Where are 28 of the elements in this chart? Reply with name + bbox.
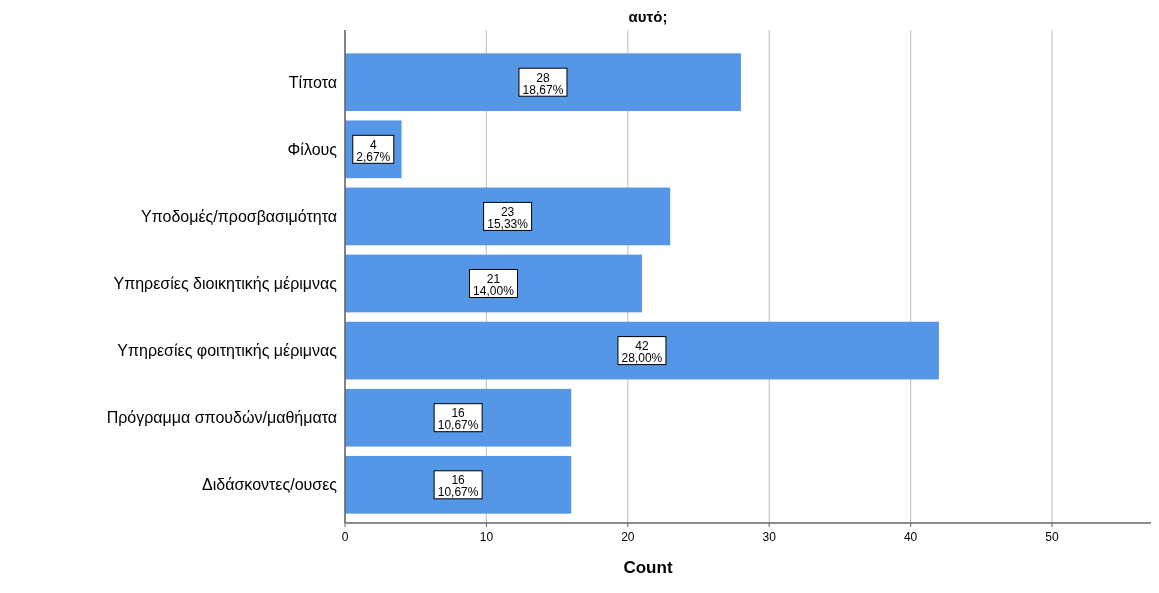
bar — [345, 321, 939, 380]
y-tick-label: Πρόγραμμα σπουδών/μαθήματα — [106, 409, 337, 427]
data-label: 4 2,67% — [356, 137, 391, 164]
x-tick-label: 50 — [1045, 530, 1060, 544]
data-label: 16 10,67% — [437, 406, 479, 433]
bar — [345, 53, 741, 112]
x-tick-label: 20 — [621, 530, 635, 544]
y-tick-label: Υπηρεσίες φοιτητικής μέριμνας — [117, 342, 338, 360]
chart-title: αυτό; — [628, 8, 668, 25]
y-tick-label: Διδάσκοντες/ουσες — [202, 476, 338, 494]
data-label: 28 18,67% — [522, 70, 564, 97]
bar — [345, 254, 642, 313]
x-tick-label: 10 — [479, 530, 494, 544]
x-tick-label: 0 — [341, 530, 349, 544]
bar — [345, 388, 572, 447]
data-label: 16 10,67% — [437, 473, 479, 500]
x-tick-label: 40 — [903, 530, 918, 544]
data-label: 21 14,00% — [473, 271, 515, 298]
x-tick-label: 30 — [762, 530, 777, 544]
y-tick-label: Υπηρεσίες διοικητικής μέριμνας — [113, 275, 338, 293]
y-tick-label: Υποδομές/προσβασιμότητα — [141, 208, 337, 225]
bar — [345, 455, 572, 514]
x-axis-title: Count — [623, 558, 673, 577]
bar — [345, 187, 671, 246]
data-label: 23 15,33% — [487, 204, 529, 231]
y-tick-label: Φίλους — [287, 140, 338, 158]
y-tick-label: Τίποτα — [288, 73, 337, 91]
data-label: 42 28,00% — [621, 339, 663, 365]
